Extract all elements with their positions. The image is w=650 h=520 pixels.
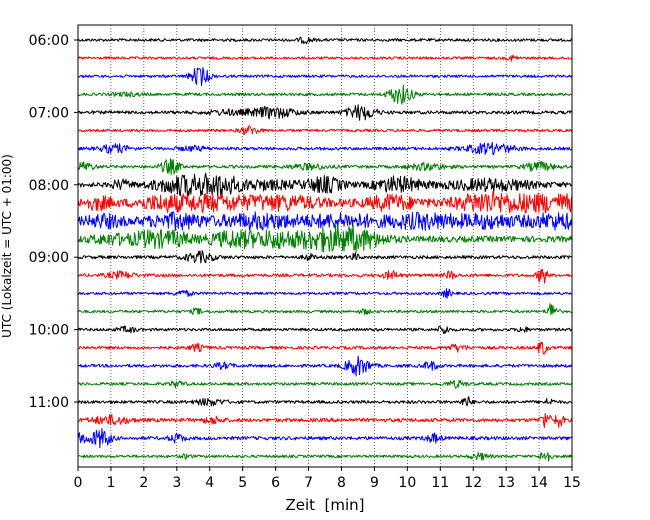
plot-area-frame [77, 24, 573, 468]
trace-1145 [77, 452, 573, 462]
x-axis-label: Zeit [min] [285, 496, 364, 514]
x-tick-label: 5 [238, 475, 247, 491]
trace-0700 [77, 104, 573, 121]
x-tick-label: 12 [464, 475, 482, 491]
x-tick-label: 14 [530, 475, 548, 491]
x-tick-label: 11 [431, 475, 449, 491]
y-tick-label: 06:00 [29, 33, 69, 49]
trace-0845 [77, 224, 573, 254]
trace-0600 [77, 36, 573, 45]
x-tick-label: 9 [370, 475, 379, 491]
trace-1115 [77, 412, 573, 428]
x-tick-label: 7 [304, 475, 313, 491]
x-axis-ticks: 0 1 2 3 4 5 6 7 8 9 10 11 12 13 14 15 [74, 467, 581, 491]
trace-1030 [77, 355, 573, 377]
trace-0915 [77, 268, 573, 284]
trace-0945 [78, 303, 573, 316]
trace-0615 [77, 54, 573, 62]
x-tick-label: 10 [398, 475, 416, 491]
x-tick-label: 4 [205, 475, 214, 491]
trace-1000 [77, 325, 573, 334]
trace-1045 [77, 379, 573, 389]
trace-1130 [77, 428, 573, 449]
trace-1015 [77, 341, 573, 355]
x-tick-label: 15 [563, 475, 581, 491]
seismic-traces [77, 36, 573, 462]
y-tick-label: 07:00 [29, 105, 69, 121]
trace-0745 [77, 158, 573, 176]
trace-0715 [77, 125, 573, 135]
x-tick-label: 6 [271, 475, 280, 491]
x-tick-label: 0 [74, 475, 83, 491]
trace-0815 [77, 191, 573, 214]
y-axis-label: UTC (Lokalzeit = UTC + 01:00) [0, 154, 14, 338]
x-tick-label: 8 [337, 475, 346, 491]
trace-0830 [77, 211, 573, 231]
trace-0630 [77, 67, 573, 87]
trace-0930 [77, 288, 573, 299]
x-tick-label: 3 [172, 475, 181, 491]
trace-0730 [77, 141, 573, 156]
trace-0645 [77, 84, 573, 105]
y-tick-label: 11:00 [29, 395, 69, 411]
trace-0900 [77, 250, 573, 264]
x-tick-label: 13 [497, 475, 515, 491]
x-tick-label: 2 [139, 475, 148, 491]
x-tick-label: 1 [106, 475, 115, 491]
trace-0800 [77, 172, 573, 197]
y-tick-label: 08:00 [29, 178, 69, 194]
y-axis-ticks: 06:00 07:00 08:00 09:00 10:00 11:00 [29, 33, 78, 411]
trace-1100 [77, 396, 573, 407]
y-tick-label: 10:00 [29, 323, 69, 339]
y-tick-label: 09:00 [29, 250, 69, 266]
